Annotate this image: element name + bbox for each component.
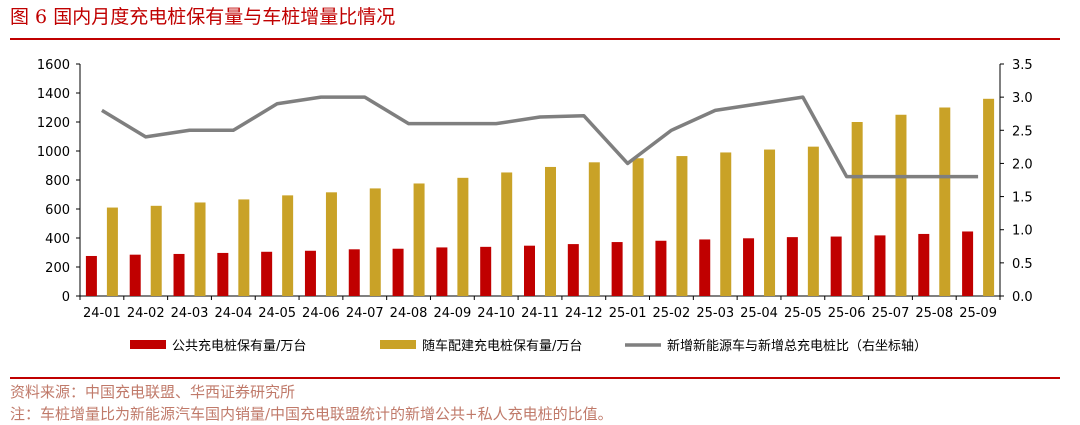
vehicle-charger-bar: [501, 172, 513, 296]
legend-public-charger-swatch: [130, 340, 166, 349]
vehicle-charger-bar: [106, 207, 118, 296]
left-axis-tick-label: 0: [62, 290, 70, 305]
legend-vehicle-charger-swatch: [380, 340, 416, 349]
x-axis-tick-label: 25-08: [915, 306, 953, 321]
vehicle-charger-bar: [895, 114, 907, 296]
public-charger-bar: [567, 244, 579, 296]
figure-label: 图 6: [10, 6, 48, 28]
x-axis-tick-label: 24-12: [565, 306, 603, 321]
public-charger-bar: [480, 246, 492, 296]
public-charger-bar: [699, 239, 711, 296]
left-axis-tick-label: 400: [45, 232, 70, 247]
x-axis-tick-label: 25-04: [740, 306, 778, 321]
chart-title: 图 6 国内月度充电桩保有量与车桩增量比情况: [10, 2, 395, 29]
public-charger-bar: [743, 238, 755, 296]
right-axis-tick-label: 1.0: [1012, 224, 1033, 239]
vehicle-charger-bar: [369, 188, 381, 296]
legend-ratio-label: 新增新能源车与新增总充电桩比（右坐标轴）: [667, 338, 927, 354]
x-axis-tick-label: 24-06: [302, 306, 340, 321]
vehicle-charger-bar: [983, 98, 995, 296]
x-axis-tick-label: 24-10: [477, 306, 515, 321]
x-axis-tick-label: 25-07: [872, 306, 910, 321]
vehicle-charger-bar: [325, 192, 337, 296]
public-charger-bar: [173, 253, 185, 296]
vehicle-charger-bar: [150, 205, 162, 296]
right-axis-tick-label: 3.5: [1012, 58, 1033, 73]
right-axis-tick-label: 2.0: [1012, 157, 1033, 172]
public-charger-bar: [655, 240, 667, 296]
public-charger-bar: [348, 249, 360, 296]
right-axis-tick-label: 0.0: [1012, 290, 1033, 305]
vehicle-charger-bar: [632, 158, 644, 296]
vehicle-charger-bar: [238, 199, 250, 296]
left-axis-tick-label: 1600: [37, 58, 70, 73]
vehicle-charger-bar: [194, 202, 206, 296]
vehicle-charger-bar: [676, 156, 688, 296]
right-axis-tick-label: 3.0: [1012, 91, 1033, 106]
left-axis-tick-label: 1200: [37, 116, 70, 131]
public-charger-bar: [524, 245, 535, 296]
vehicle-charger-bar: [764, 149, 776, 296]
left-axis-tick-label: 200: [45, 261, 70, 276]
left-axis-tick-label: 600: [45, 203, 70, 218]
public-charger-bar: [874, 235, 886, 296]
x-axis-tick-label: 25-01: [609, 306, 647, 321]
public-charger-bar: [261, 251, 273, 296]
vehicle-charger-bar: [851, 122, 863, 296]
x-axis-tick-label: 25-03: [696, 306, 734, 321]
x-axis-tick-label: 24-04: [214, 306, 252, 321]
x-axis-tick-label: 24-09: [433, 306, 471, 321]
legend-public-charger-label: 公共充电桩保有量/万台: [172, 338, 306, 354]
x-axis-tick-label: 25-06: [828, 306, 866, 321]
public-charger-bar: [962, 231, 974, 296]
x-axis-tick-label: 24-03: [171, 306, 209, 321]
chart-area: 0 200 400 600 800 1000 1200 1400 1600 0.0 0.5 1.0 1.…: [37, 58, 1033, 354]
public-charger-bar: [830, 236, 842, 296]
public-charger-bar: [304, 250, 316, 296]
right-axis-tick-label: 0.5: [1012, 257, 1033, 272]
public-charger-bar: [85, 255, 97, 296]
x-axis-tick-label: 25-05: [784, 306, 822, 321]
vehicle-charger-bar: [807, 146, 819, 296]
x-axis-tick-label: 24-11: [521, 306, 559, 321]
public-charger-bar: [436, 247, 448, 296]
source-note: 资料来源：中国充电联盟、华西证券研究所: [10, 383, 296, 401]
x-axis-tick-label: 25-02: [653, 306, 691, 321]
right-axis-tick-label: 2.5: [1012, 124, 1033, 139]
vehicle-charger-bar: [545, 166, 556, 296]
vehicle-charger-bar: [413, 183, 425, 296]
figure-title-text: 国内月度充电桩保有量与车桩增量比情况: [53, 6, 396, 28]
public-charger-bar: [217, 252, 229, 296]
left-axis-tick-label: 1400: [37, 87, 70, 102]
x-axis-tick-label: 24-07: [346, 306, 384, 321]
x-axis-tick-label: 24-05: [258, 306, 296, 321]
public-charger-bar: [611, 242, 623, 296]
public-charger-bar: [392, 248, 404, 296]
x-axis-tick-label: 24-02: [127, 306, 165, 321]
x-axis-tick-label: 25-09: [959, 306, 997, 321]
footer-divider: [10, 377, 1060, 379]
right-axis-tick-label: 1.5: [1012, 191, 1033, 206]
left-axis-tick-label: 800: [45, 174, 70, 189]
legend-vehicle-charger-label: 随车配建充电桩保有量/万台: [422, 338, 582, 354]
ratio-line: [100, 95, 979, 179]
footnote: 注：车桩增量比为新能源汽车国内销量/中国充电联盟统计的新增公共+私人充电桩的比值…: [10, 405, 613, 423]
x-axis-tick-label: 24-08: [390, 306, 428, 321]
public-charger-bar: [786, 237, 798, 296]
vehicle-charger-bar: [939, 107, 951, 296]
public-charger-bar: [918, 233, 930, 296]
x-axis-tick-label: 24-01: [83, 306, 121, 321]
title-divider: [10, 38, 1060, 40]
vehicle-charger-bar: [588, 162, 600, 296]
public-charger-bar: [129, 254, 141, 296]
vehicle-charger-bar: [720, 152, 732, 296]
left-axis-tick-label: 1000: [37, 145, 70, 160]
vehicle-charger-bar: [282, 195, 294, 296]
vehicle-charger-bar: [457, 177, 469, 296]
